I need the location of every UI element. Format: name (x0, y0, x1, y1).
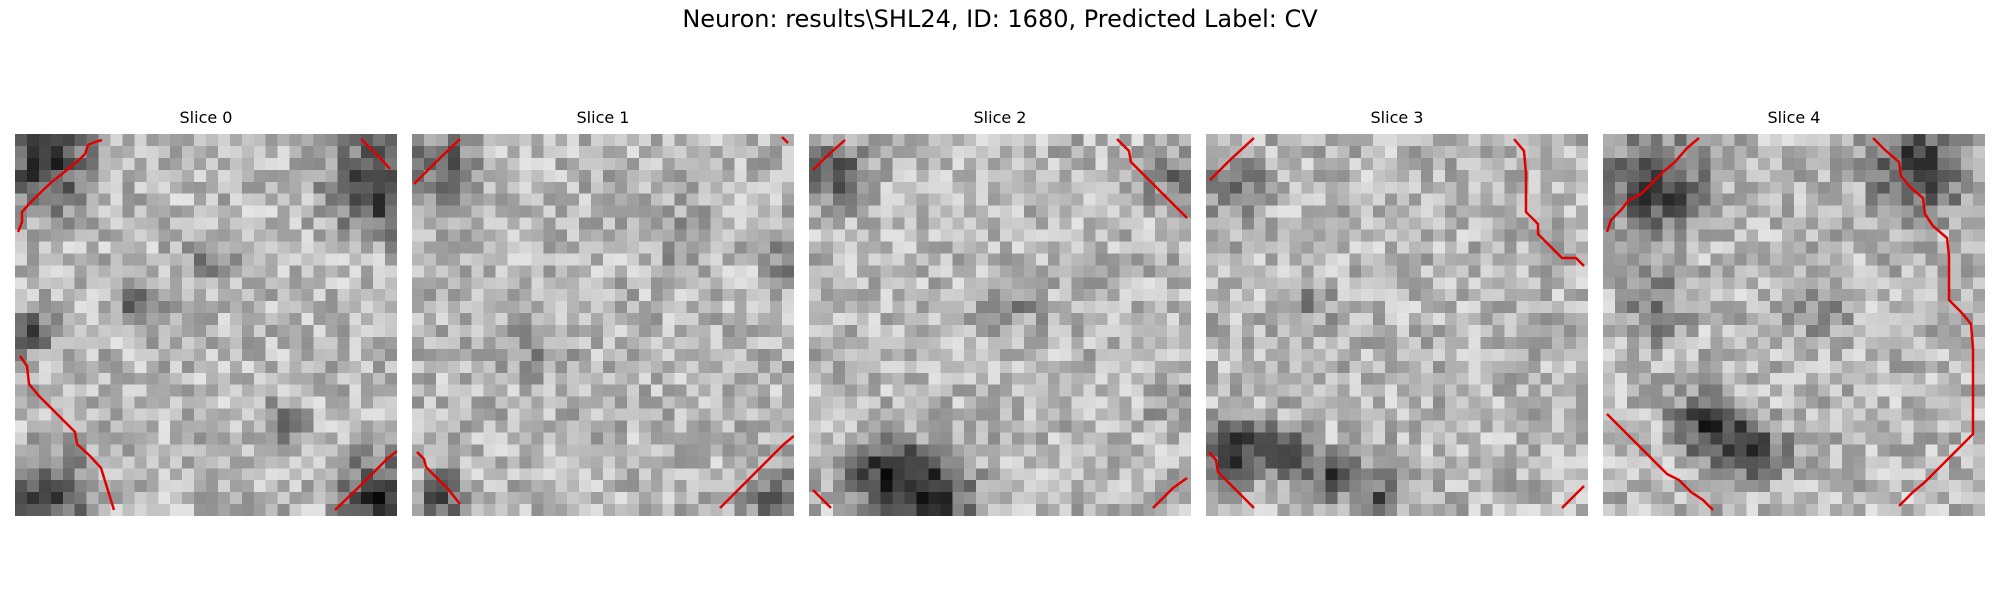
contour-line (812, 139, 846, 171)
slice-panel-2: Slice 2 (809, 108, 1191, 516)
slice-panel-0: Slice 0 (15, 108, 397, 516)
contour-line (1561, 485, 1585, 509)
slice-panel-3: Slice 3 (1206, 108, 1588, 516)
slice-title: Slice 3 (1370, 108, 1424, 127)
slice-image (1603, 134, 1985, 516)
contour-line (18, 355, 116, 511)
contour-line (334, 450, 397, 511)
contour-line (1605, 137, 1700, 233)
contour-line (1208, 451, 1255, 509)
slice-title: Slice 2 (973, 108, 1027, 127)
contour-line (1872, 137, 1975, 507)
contour-line (16, 138, 103, 233)
contour-overlay (16, 138, 397, 511)
contour-overlay (1605, 137, 1975, 511)
contour-line (413, 138, 461, 185)
slice-image (15, 134, 397, 516)
contour-line (1209, 137, 1255, 181)
contour-line (812, 489, 832, 509)
contour-line (1606, 413, 1714, 511)
contour-line (1513, 138, 1585, 267)
slice-image (412, 134, 794, 516)
contour-overlay (413, 136, 794, 509)
slice-title: Slice 1 (576, 108, 630, 127)
slice-image (809, 134, 1191, 516)
contour-line (1116, 138, 1188, 219)
contour-line (1152, 476, 1188, 509)
contour-line (360, 138, 391, 170)
grayscale-image (1206, 134, 1588, 516)
figure-title: Neuron: results\SHL24, ID: 1680, Predict… (682, 5, 1318, 33)
slice-panel-1: Slice 1 (412, 108, 794, 516)
slice-title: Slice 0 (179, 108, 233, 127)
contour-overlay (1208, 137, 1585, 509)
contour-line (781, 136, 789, 144)
grayscale-image (15, 134, 397, 516)
grayscale-image (412, 134, 794, 516)
grayscale-image (809, 134, 1191, 516)
slice-title: Slice 4 (1767, 108, 1821, 127)
contour-line (416, 451, 461, 505)
slice-image (1206, 134, 1588, 516)
slice-panel-4: Slice 4 (1603, 108, 1985, 516)
contour-overlay (812, 138, 1188, 509)
contour-line (719, 435, 794, 509)
